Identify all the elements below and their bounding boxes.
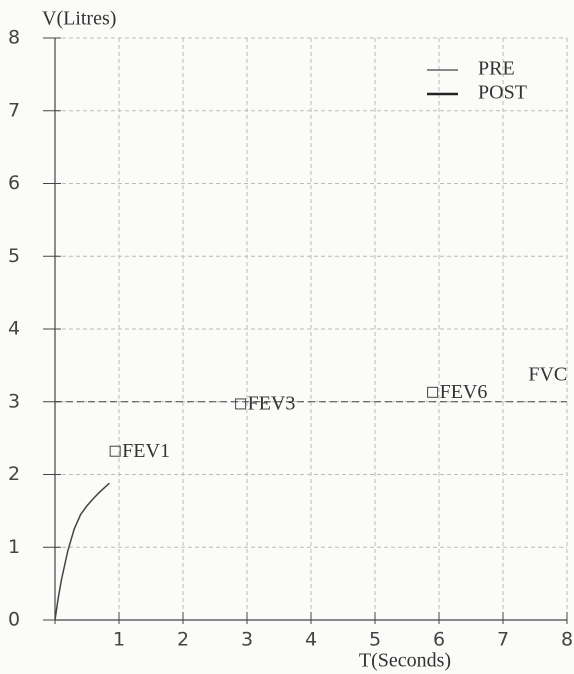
y-tick-label: 0 (8, 609, 20, 631)
x-tick-label: 2 (177, 629, 189, 651)
x-tick-label: 7 (497, 629, 509, 651)
x-tick-label: 8 (561, 629, 573, 651)
x-tick-label: 1 (113, 629, 125, 651)
annotation-marker (427, 386, 439, 398)
y-tick-label: 4 (8, 318, 20, 340)
annotation: FEV6 (440, 381, 488, 403)
annotation-marker (109, 445, 121, 457)
y-axis-label: V(Litres) (42, 8, 116, 30)
y-tick-label: 3 (8, 390, 20, 412)
legend-label: POST (478, 82, 527, 104)
y-tick-label: 1 (8, 536, 20, 558)
annotation-marker (235, 398, 247, 410)
x-tick-label: 6 (433, 629, 445, 651)
y-tick-label: 5 (8, 245, 20, 267)
x-tick-label: 5 (369, 629, 381, 651)
y-tick-label: 6 (8, 172, 20, 194)
reference-label: FVC (528, 363, 567, 385)
y-tick-label: 7 (8, 99, 20, 121)
legend-label: PRE (478, 58, 515, 80)
series-line (54, 482, 110, 621)
x-axis-label: T(Seconds) (359, 650, 451, 672)
y-tick-label: 2 (8, 463, 20, 485)
annotation: FEV3 (248, 393, 296, 415)
x-tick-label: 4 (305, 629, 317, 651)
annotation: FEV1 (122, 440, 170, 462)
y-tick-label: 8 (8, 27, 20, 49)
x-tick-label: 3 (241, 629, 253, 651)
